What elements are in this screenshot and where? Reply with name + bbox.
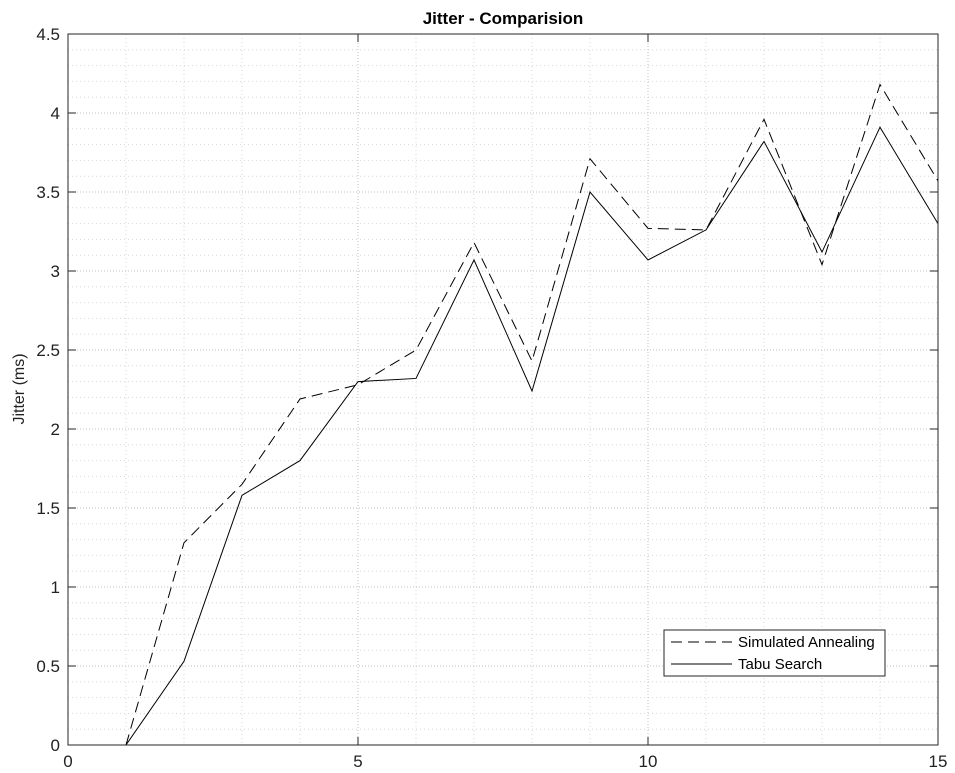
- series-layer: [125, 83, 939, 746]
- y-tick-label: 2: [51, 420, 60, 439]
- ticks: [67, 33, 939, 746]
- chart-title: Jitter - Comparision: [423, 9, 584, 28]
- legend-label-tabu-search: Tabu Search: [738, 656, 822, 673]
- y-tick-label: 3: [51, 262, 60, 281]
- x-tick-label: 15: [929, 752, 948, 771]
- y-tick-label: 0.5: [36, 657, 60, 676]
- plot-frame: [67, 33, 939, 746]
- legend: Simulated Annealing Tabu Search: [663, 629, 886, 677]
- major-grid: [68, 34, 938, 745]
- y-tick-label: 1.5: [36, 499, 60, 518]
- y-tick-label: 0: [51, 736, 60, 755]
- y-axis-label: Jitter (ms): [11, 353, 28, 424]
- plot-background: [68, 34, 938, 745]
- x-tick-label: 0: [63, 752, 72, 771]
- x-tick-label: 5: [353, 752, 362, 771]
- y-tick-label: 2.5: [36, 341, 60, 360]
- legend-label-simulated-annealing: Simulated Annealing: [738, 634, 875, 651]
- y-tick-label: 3.5: [36, 183, 60, 202]
- legend-box: [663, 629, 886, 677]
- y-tick-labels: 0 0.5 1 1.5 2 2.5 3 3.5 4 4.5: [36, 25, 60, 755]
- minor-grid: [68, 34, 938, 745]
- y-tick-label: 1: [51, 578, 60, 597]
- x-tick-label: 10: [639, 752, 658, 771]
- y-tick-label: 4.5: [36, 25, 60, 44]
- series-line-tabu-search: [125, 126, 939, 746]
- y-tick-label: 4: [51, 104, 60, 123]
- x-tick-labels: 0 5 10 15: [63, 752, 947, 771]
